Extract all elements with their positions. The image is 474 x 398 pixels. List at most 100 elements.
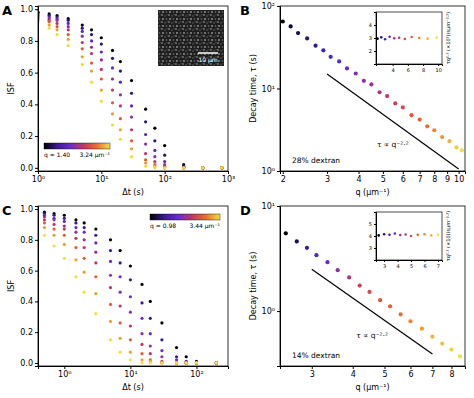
tick: 4 — [369, 22, 376, 28]
point — [367, 290, 371, 294]
tick-mark — [434, 171, 435, 174]
point — [90, 28, 93, 31]
point — [175, 361, 178, 364]
plot-frame — [280, 6, 465, 171]
point — [130, 79, 133, 82]
point — [185, 361, 188, 364]
x-axis: 345678 — [281, 366, 466, 379]
point — [129, 264, 132, 267]
point — [215, 361, 218, 364]
point — [347, 275, 351, 279]
axis-line — [374, 13, 377, 65]
tick: 3 — [310, 366, 315, 379]
tick: 5 — [382, 366, 387, 379]
x-axis: 46810 — [377, 64, 443, 73]
point — [90, 62, 93, 65]
point — [130, 92, 133, 95]
point — [182, 166, 185, 169]
point — [74, 258, 77, 261]
tick-label: 1.0 — [20, 205, 33, 214]
point — [454, 145, 458, 149]
point — [385, 94, 389, 98]
point — [90, 46, 93, 49]
panel-letter: A — [2, 3, 12, 18]
point — [100, 36, 103, 39]
point — [289, 24, 293, 28]
point — [144, 161, 147, 164]
colorbar-bar — [150, 214, 220, 220]
tick: 10¹ — [262, 85, 280, 94]
tick: 4 — [369, 233, 376, 239]
point — [74, 275, 77, 278]
point — [149, 352, 152, 355]
point — [63, 227, 66, 230]
y-axis: 10⁰10¹ — [262, 202, 281, 366]
point — [220, 166, 223, 169]
point — [119, 261, 122, 264]
point — [130, 155, 133, 158]
point — [119, 275, 122, 278]
point — [201, 166, 204, 169]
tick-label: 10⁰ — [262, 307, 275, 316]
point — [43, 221, 46, 224]
x-axis-label: Δt (s) — [122, 188, 144, 197]
axis-line — [277, 7, 281, 172]
tick-mark — [374, 51, 376, 52]
point — [432, 128, 436, 132]
point — [94, 275, 97, 278]
tick-label: 2 — [369, 48, 372, 54]
tick-label: 10² — [158, 175, 171, 184]
panel-letter: C — [2, 203, 12, 218]
tick-mark — [277, 206, 280, 207]
tick: 1.0 — [20, 205, 38, 214]
tick-mark — [403, 171, 404, 174]
point — [52, 214, 55, 217]
y-axis: 345 — [369, 213, 377, 261]
tick-label: 10³ — [222, 175, 235, 184]
tick-label: 3 — [369, 245, 372, 251]
point — [399, 234, 402, 237]
tick-label: 10⁰ — [58, 370, 71, 379]
point — [201, 166, 204, 169]
point — [354, 71, 358, 75]
point — [111, 49, 114, 52]
point — [153, 139, 156, 142]
tick-label: 0.8 — [20, 37, 33, 46]
point — [130, 115, 133, 118]
point — [109, 249, 112, 252]
point — [215, 361, 218, 364]
tick-label: 3 — [369, 35, 372, 41]
point — [201, 166, 204, 169]
tick: 2 — [369, 48, 376, 54]
tick-label: 0.2 — [20, 328, 33, 337]
point — [220, 166, 223, 169]
x-axis: 34567 — [377, 260, 443, 269]
tick-label: 10² — [190, 370, 203, 379]
tick: 10⁰ — [262, 307, 280, 316]
point — [220, 166, 223, 169]
tick-mark — [64, 366, 65, 369]
point — [81, 35, 84, 38]
inset-frame — [376, 212, 442, 260]
tick: 0.6 — [20, 69, 38, 78]
point — [129, 324, 132, 327]
point — [130, 139, 133, 142]
tick-mark — [35, 301, 38, 302]
point — [109, 303, 112, 306]
tick: 2 — [281, 171, 286, 184]
tick: 3 — [369, 35, 376, 41]
tick: 7 — [418, 171, 423, 184]
point — [175, 361, 178, 364]
point — [393, 101, 397, 105]
point — [388, 234, 391, 237]
point — [94, 241, 97, 244]
point — [160, 321, 163, 324]
point — [201, 166, 204, 169]
point — [83, 231, 86, 234]
point — [425, 124, 429, 128]
point — [74, 246, 77, 249]
tick-mark — [35, 136, 38, 137]
y-axis: 2 3 4 — [369, 13, 377, 65]
point — [185, 361, 188, 364]
tick-mark — [447, 171, 448, 174]
